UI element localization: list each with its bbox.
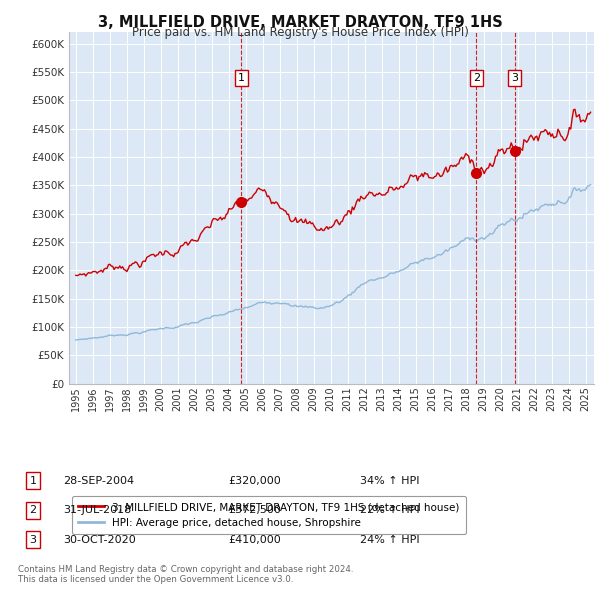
Text: This data is licensed under the Open Government Licence v3.0.: This data is licensed under the Open Gov… [18, 575, 293, 584]
Text: 1: 1 [29, 476, 37, 486]
Text: 34% ↑ HPI: 34% ↑ HPI [360, 476, 419, 486]
Text: £410,000: £410,000 [228, 535, 281, 545]
Text: 24% ↑ HPI: 24% ↑ HPI [360, 535, 419, 545]
Text: 31-JUL-2018: 31-JUL-2018 [63, 506, 131, 515]
Text: 30-OCT-2020: 30-OCT-2020 [63, 535, 136, 545]
Text: 3, MILLFIELD DRIVE, MARKET DRAYTON, TF9 1HS: 3, MILLFIELD DRIVE, MARKET DRAYTON, TF9 … [98, 15, 502, 30]
Text: 3: 3 [511, 73, 518, 83]
Text: Contains HM Land Registry data © Crown copyright and database right 2024.: Contains HM Land Registry data © Crown c… [18, 565, 353, 574]
Text: £320,000: £320,000 [228, 476, 281, 486]
Text: Price paid vs. HM Land Registry's House Price Index (HPI): Price paid vs. HM Land Registry's House … [131, 26, 469, 39]
Text: £372,500: £372,500 [228, 506, 281, 515]
Text: 2: 2 [29, 506, 37, 515]
Text: 2: 2 [473, 73, 480, 83]
Text: 3: 3 [29, 535, 37, 545]
Legend: 3, MILLFIELD DRIVE, MARKET DRAYTON, TF9 1HS (detached house), HPI: Average price: 3, MILLFIELD DRIVE, MARKET DRAYTON, TF9 … [71, 496, 466, 534]
Text: 28-SEP-2004: 28-SEP-2004 [63, 476, 134, 486]
Text: 22% ↑ HPI: 22% ↑ HPI [360, 506, 419, 515]
Text: 1: 1 [238, 73, 245, 83]
